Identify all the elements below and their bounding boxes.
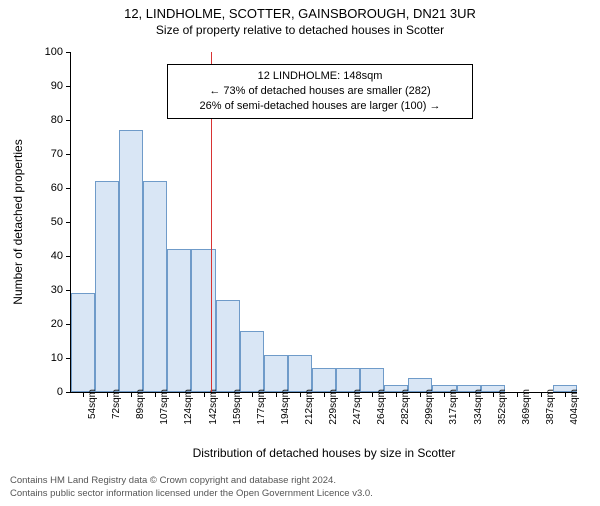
x-tick-label: 387sqm <box>545 389 556 425</box>
histogram-bar <box>216 300 240 392</box>
x-tick-label: 54sqm <box>87 389 98 419</box>
y-tick <box>66 154 71 155</box>
x-tick-label: 159sqm <box>232 389 243 425</box>
histogram-bar <box>288 355 312 392</box>
footer-line-1: Contains HM Land Registry data © Crown c… <box>10 475 373 487</box>
plot-area: 010203040506070809010054sqm72sqm89sqm107… <box>70 52 577 393</box>
property-callout: 12 LINDHOLME: 148sqm← 73% of detached ho… <box>167 64 473 119</box>
y-tick-label: 70 <box>37 148 63 160</box>
y-tick <box>66 392 71 393</box>
y-tick-label: 0 <box>37 386 63 398</box>
x-tick-label: 264sqm <box>376 389 387 425</box>
y-tick <box>66 256 71 257</box>
x-tick <box>83 392 84 397</box>
x-tick-label: 282sqm <box>400 389 411 425</box>
x-tick <box>179 392 180 397</box>
x-tick <box>155 392 156 397</box>
y-tick-label: 80 <box>37 114 63 126</box>
page-title: 12, LINDHOLME, SCOTTER, GAINSBOROUGH, DN… <box>0 6 600 21</box>
x-tick-label: 369sqm <box>521 389 532 425</box>
x-tick <box>517 392 518 397</box>
y-tick-label: 40 <box>37 250 63 262</box>
histogram-bar <box>240 331 264 392</box>
x-tick <box>372 392 373 397</box>
x-tick-label: 72sqm <box>111 389 122 419</box>
x-tick-label: 334sqm <box>473 389 484 425</box>
x-tick-label: 212sqm <box>304 389 315 425</box>
y-axis-label: Number of detached properties <box>11 139 25 304</box>
x-tick <box>541 392 542 397</box>
callout-line: 26% of semi-detached houses are larger (… <box>176 99 464 114</box>
x-tick-label: 229sqm <box>328 389 339 425</box>
y-tick <box>66 188 71 189</box>
x-tick-label: 107sqm <box>159 389 170 425</box>
x-tick-label: 404sqm <box>569 389 580 425</box>
x-tick <box>131 392 132 397</box>
x-tick-label: 142sqm <box>208 389 219 425</box>
y-tick <box>66 86 71 87</box>
y-tick-label: 90 <box>37 80 63 92</box>
x-tick-label: 124sqm <box>183 389 194 425</box>
y-tick <box>66 120 71 121</box>
x-tick <box>565 392 566 397</box>
histogram-bar <box>167 249 191 392</box>
x-tick <box>300 392 301 397</box>
x-tick <box>396 392 397 397</box>
attribution-footer: Contains HM Land Registry data © Crown c… <box>10 475 373 500</box>
x-tick <box>228 392 229 397</box>
histogram-bar <box>95 181 119 392</box>
histogram-bar <box>119 130 143 392</box>
histogram-bar <box>143 181 167 392</box>
y-tick-label: 100 <box>37 46 63 58</box>
x-axis-label: Distribution of detached houses by size … <box>71 446 577 460</box>
footer-line-2: Contains public sector information licen… <box>10 488 373 500</box>
histogram-bar <box>191 249 215 392</box>
x-tick <box>493 392 494 397</box>
x-tick <box>420 392 421 397</box>
x-tick <box>107 392 108 397</box>
y-tick-label: 20 <box>37 318 63 330</box>
x-tick <box>252 392 253 397</box>
histogram-bar <box>264 355 288 392</box>
x-tick-label: 247sqm <box>352 389 363 425</box>
y-tick-label: 50 <box>37 216 63 228</box>
histogram-bar <box>71 293 95 392</box>
y-tick-label: 30 <box>37 284 63 296</box>
x-tick-label: 352sqm <box>497 389 508 425</box>
x-tick-label: 299sqm <box>424 389 435 425</box>
y-tick-label: 10 <box>37 352 63 364</box>
x-tick <box>444 392 445 397</box>
page-subtitle: Size of property relative to detached ho… <box>0 23 600 37</box>
histogram-chart: Number of detached properties 0102030405… <box>46 52 576 422</box>
x-tick <box>348 392 349 397</box>
x-tick-label: 177sqm <box>256 389 267 425</box>
x-tick-label: 317sqm <box>448 389 459 425</box>
x-tick <box>204 392 205 397</box>
y-tick <box>66 52 71 53</box>
callout-line: ← 73% of detached houses are smaller (28… <box>176 84 464 99</box>
x-tick <box>276 392 277 397</box>
x-tick-label: 89sqm <box>135 389 146 419</box>
callout-line: 12 LINDHOLME: 148sqm <box>176 69 464 84</box>
x-tick <box>324 392 325 397</box>
y-tick <box>66 290 71 291</box>
y-tick-label: 60 <box>37 182 63 194</box>
x-tick-label: 194sqm <box>280 389 291 425</box>
x-tick <box>469 392 470 397</box>
y-tick <box>66 222 71 223</box>
